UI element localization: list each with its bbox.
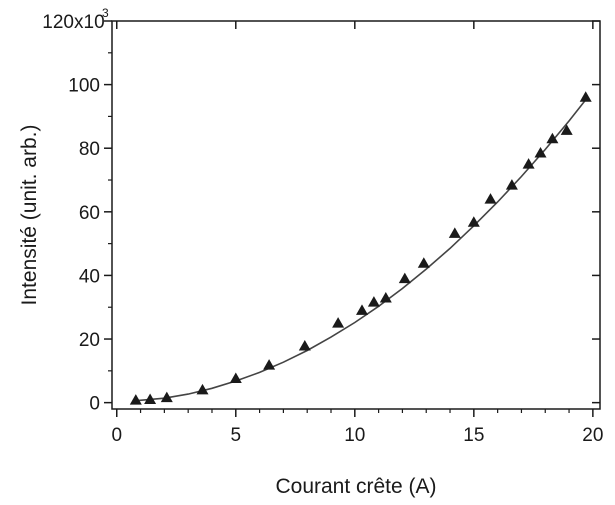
data-point-marker xyxy=(398,272,411,284)
data-point-marker xyxy=(546,132,559,144)
data-point-marker xyxy=(417,257,430,268)
data-point-marker xyxy=(560,124,573,135)
y-tick-label: 0 xyxy=(89,394,100,415)
data-point-marker xyxy=(367,296,380,307)
data-point-marker xyxy=(448,227,461,238)
marker-layer xyxy=(129,91,592,405)
data-point-marker xyxy=(379,292,392,303)
fit-curve-layer xyxy=(135,96,589,402)
data-point-marker xyxy=(534,147,547,158)
data-point-marker xyxy=(356,304,368,315)
x-axis-title: Courant crête (A) xyxy=(275,475,436,498)
x-tick-label: 5 xyxy=(230,425,241,446)
ticks xyxy=(104,20,600,417)
y-tick-label: 40 xyxy=(79,266,100,287)
data-point-marker xyxy=(522,158,535,169)
plot-frame xyxy=(111,20,601,410)
fit-curve xyxy=(135,96,589,402)
y-axis-title: Intensité (unit. arb.) xyxy=(18,125,41,306)
x-tick-label: 10 xyxy=(344,425,365,446)
plot-area-border xyxy=(111,20,601,410)
y-tick-label: 80 xyxy=(79,139,100,160)
data-point-marker xyxy=(579,91,592,102)
y-tick-label: 20 xyxy=(79,330,100,351)
x-tick-label: 15 xyxy=(463,425,484,446)
data-point-marker xyxy=(484,193,497,204)
data-point-marker xyxy=(129,394,142,405)
data-point-marker xyxy=(144,393,157,404)
y-tick-label: 100 xyxy=(68,76,100,97)
y-multiplier-exponent: 3 xyxy=(102,6,109,20)
y-multiplier-label: x10 xyxy=(74,12,105,33)
x-tick-label: 20 xyxy=(582,425,603,446)
data-point-marker xyxy=(332,317,345,328)
data-point-marker xyxy=(263,359,276,370)
y-tick-label: 60 xyxy=(79,203,100,224)
y-tick-label: 120 xyxy=(42,12,74,33)
x-tick-label: 0 xyxy=(111,425,122,446)
data-point-marker xyxy=(467,216,480,227)
data-point-marker xyxy=(505,179,518,190)
data-point-marker xyxy=(229,372,242,383)
data-point-marker xyxy=(196,383,209,395)
data-point-marker xyxy=(160,391,173,403)
data-point-marker xyxy=(298,340,311,351)
